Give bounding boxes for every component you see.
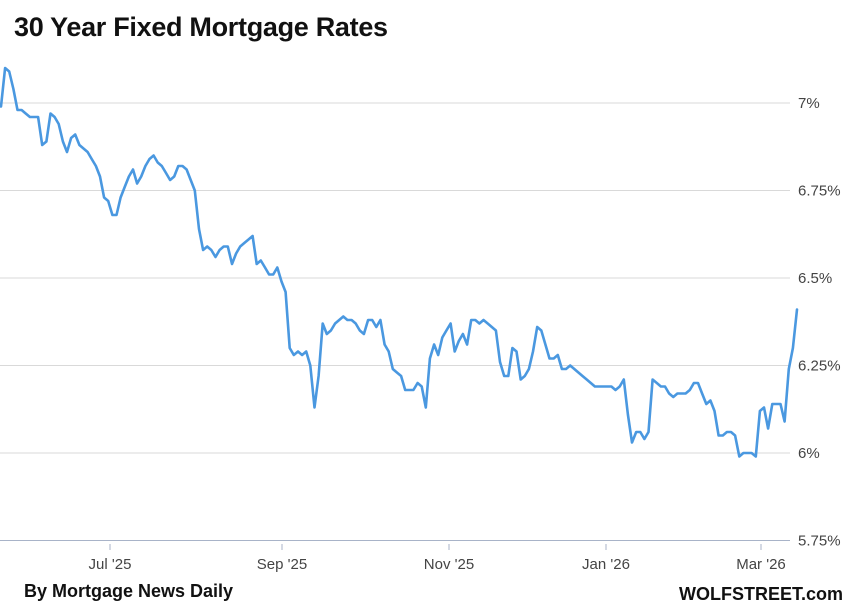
x-tick-label: Jul '25 xyxy=(89,556,132,573)
y-tick-label: 6.25% xyxy=(798,358,841,375)
x-tick-label: Jan '26 xyxy=(582,556,630,573)
y-tick-label: 6% xyxy=(798,445,820,462)
series-layer xyxy=(0,66,799,458)
y-axis: 7% 6.75% 6.5% 6.25% 6% 5.75% xyxy=(798,95,841,550)
brand-watermark: WOLFSTREET.com xyxy=(678,584,843,604)
x-tick-label: Sep '25 xyxy=(257,556,307,573)
chart-title: 30 Year Fixed Mortgage Rates xyxy=(14,12,388,42)
y-tick-label: 7% xyxy=(798,95,820,112)
mortgage-rate-line xyxy=(0,66,799,458)
x-tick-label: Mar '26 xyxy=(736,556,786,573)
x-axis: Jul '25 Sep '25 Nov '25 Jan '26 Mar '26 xyxy=(89,544,786,573)
y-tick-label: 5.75% xyxy=(798,533,841,550)
gridlines xyxy=(0,102,790,541)
y-tick-label: 6.5% xyxy=(798,270,832,287)
source-note: By Mortgage News Daily xyxy=(24,581,234,601)
y-tick-label: 6.75% xyxy=(798,183,841,200)
x-tick-label: Nov '25 xyxy=(424,556,474,573)
